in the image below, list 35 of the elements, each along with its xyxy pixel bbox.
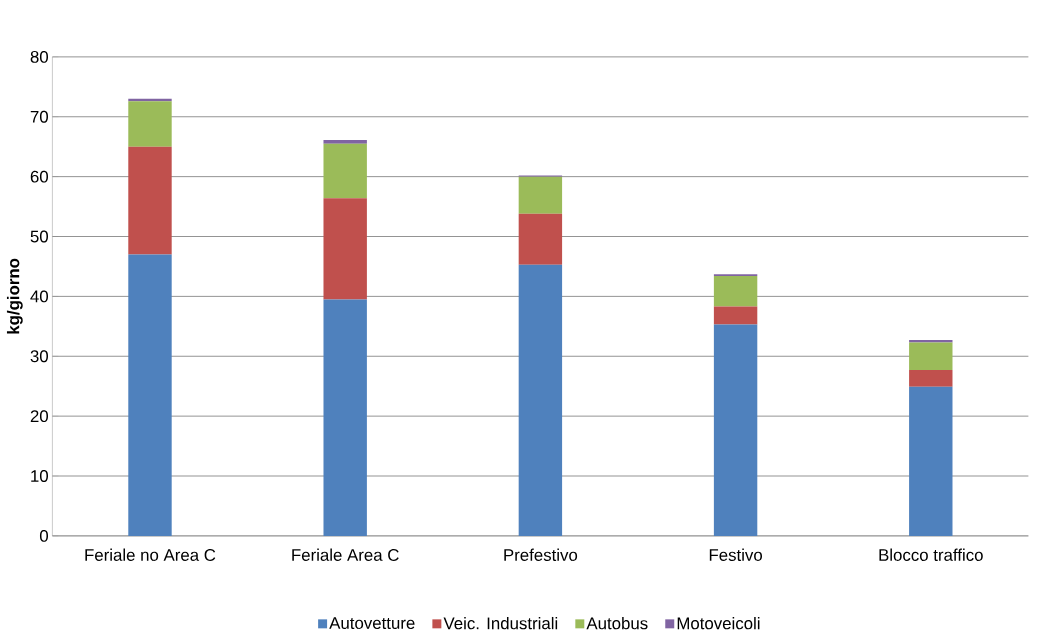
y-tick-label: 30 (30, 350, 49, 363)
y-tick-label: 70 (30, 110, 49, 123)
x-tick-label: Feriale no Area C (85, 548, 216, 561)
bar (323, 143, 367, 199)
bar (128, 254, 172, 536)
bar (713, 276, 758, 307)
y-tick-label: 40 (30, 290, 49, 303)
bar (909, 386, 953, 536)
x-tick-label: Festivo (709, 548, 762, 561)
y-tick-label: 60 (30, 170, 49, 183)
bar (518, 264, 563, 536)
y-tick-label: 10 (31, 470, 49, 483)
bar (323, 299, 367, 536)
bar (128, 146, 172, 255)
y-axis-title: kg/giorno (6, 258, 23, 334)
x-tick-label: Blocco traffico (879, 548, 983, 561)
bar (909, 370, 953, 387)
bar (713, 324, 758, 536)
legend-label: Motoveicoli (677, 616, 760, 630)
legend-label: Autovetture (329, 617, 415, 630)
bar (323, 198, 367, 300)
bar (909, 342, 953, 371)
y-tick-label: 0 (39, 529, 49, 542)
legend-label: Autobus (586, 616, 648, 630)
bar (518, 213, 563, 265)
legend-label: Veic. Industriali (443, 616, 558, 630)
y-tick-label: 50 (30, 230, 49, 243)
bar (713, 306, 758, 325)
bar (128, 101, 172, 147)
x-tick-label: Prefestivo (504, 548, 578, 561)
y-tick-label: 80 (30, 50, 49, 63)
bar (323, 140, 367, 144)
bar (518, 176, 563, 214)
y-tick-label: 20 (30, 410, 49, 423)
x-tick-label: Feriale Area C (292, 548, 399, 561)
